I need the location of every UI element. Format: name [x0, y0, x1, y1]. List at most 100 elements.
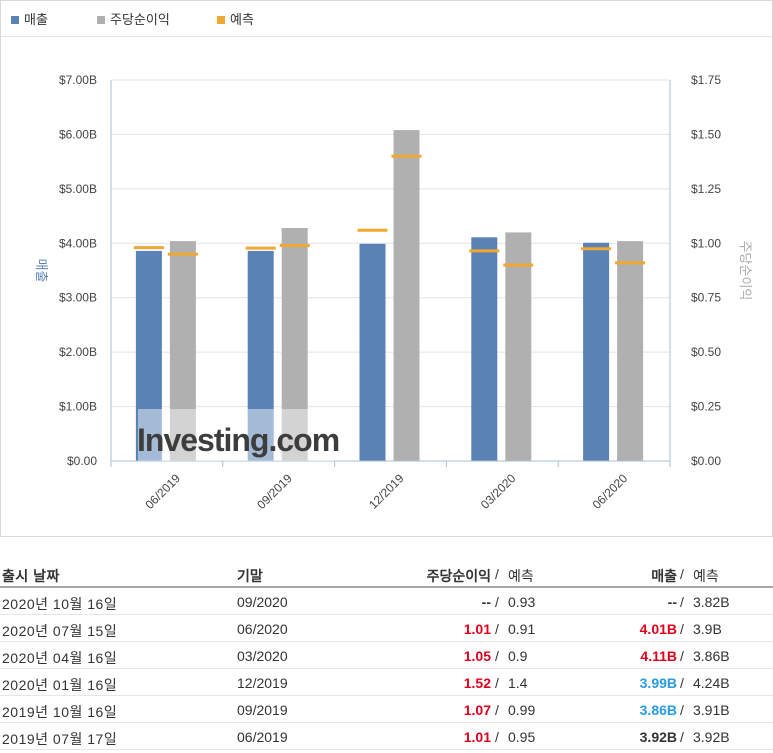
- right-tick-label: $0.50: [691, 345, 721, 359]
- right-tick-label: $0.00: [691, 454, 721, 468]
- legend-label-eps: 주당순이익: [110, 12, 170, 27]
- header-eps-separator: /: [495, 566, 499, 582]
- table-row: 2019년 10월 16일 09/2019 1.07/0.99 3.86B/3.91B: [0, 696, 773, 723]
- cell-release-date: 2020년 04월 16일: [2, 650, 118, 666]
- eps-bar: [281, 228, 308, 461]
- cell-revenue: 3.99B: [639, 675, 677, 691]
- cell-period: 09/2019: [237, 702, 288, 718]
- eps-bar: [393, 130, 420, 461]
- cell-eps: 1.52: [463, 675, 491, 691]
- cell-period: 06/2020: [237, 621, 288, 637]
- cell-period: 12/2019: [237, 675, 288, 691]
- cell-eps-separator: /: [495, 702, 499, 718]
- eps-bar: [505, 232, 532, 461]
- cell-revenue: 3.86B: [639, 702, 677, 718]
- x-tick-label: 06/2020: [590, 471, 631, 512]
- right-tick-label: $0.75: [691, 291, 721, 305]
- cell-eps-forecast: 0.95: [508, 729, 536, 745]
- cell-revenue: 4.11B: [640, 648, 677, 664]
- cell-eps-forecast: 0.9: [508, 648, 528, 664]
- cell-period: 03/2020: [237, 648, 288, 664]
- cell-revenue-forecast: 4.24B: [693, 675, 730, 691]
- right-tick-label: $1.25: [691, 182, 721, 196]
- revenue-bar: [247, 250, 274, 461]
- cell-eps-forecast: 1.4: [508, 675, 528, 691]
- cell-revenue-separator: /: [680, 675, 684, 691]
- cell-release-date: 2020년 07월 15일: [2, 623, 118, 639]
- left-tick-label: $2.00B: [59, 345, 97, 359]
- left-tick-label: $1.00B: [59, 400, 97, 414]
- cell-eps: 1.05: [463, 648, 491, 664]
- right-axis-title: 주당순이익: [738, 241, 753, 301]
- right-tick-label: $0.25: [691, 400, 721, 414]
- left-tick-label: $3.00B: [59, 291, 97, 305]
- cell-release-date: 2019년 10월 16일: [2, 704, 118, 720]
- revenue-bar: [471, 237, 498, 461]
- cell-revenue-separator: /: [680, 621, 684, 637]
- cell-revenue-separator: /: [680, 729, 684, 745]
- header-eps[interactable]: 주당순이익: [426, 568, 491, 584]
- revenue-bar: [135, 250, 162, 461]
- left-tick-label: $0.00: [67, 454, 97, 468]
- legend-swatch-revenue: [11, 16, 19, 24]
- cell-revenue: --: [667, 594, 677, 610]
- cell-eps-separator: /: [495, 621, 499, 637]
- cell-revenue-forecast: 3.86B: [693, 648, 730, 664]
- x-tick-label: 06/2019: [142, 471, 183, 512]
- header-release-date[interactable]: 출시 날짜: [2, 568, 60, 584]
- watermark-backdrop: [138, 409, 334, 461]
- cell-eps-forecast: 0.93: [508, 594, 536, 610]
- chart-panel: 매출 주당순이익 예측 $0.00 $0.00 $1.00B $0.25 $2.00B $…: [0, 0, 773, 537]
- cell-eps: 1.07: [463, 702, 491, 718]
- legend-label-forecast: 예측: [230, 12, 254, 27]
- cell-revenue-separator: /: [680, 648, 684, 664]
- x-tick-label: 12/2019: [366, 471, 407, 512]
- left-tick-label: $7.00B: [59, 73, 97, 87]
- earnings-chart: $0.00 $0.00 $1.00B $0.25 $2.00B $0.50 $3.00B $0…: [34, 73, 753, 512]
- left-tick-label: $4.00B: [59, 236, 97, 250]
- right-tick-label: $1.75: [691, 73, 721, 87]
- cell-eps-forecast: 0.99: [508, 702, 536, 718]
- table-row: 2020년 01월 16일 12/2019 1.52/1.4 3.99B/4.24B: [0, 669, 773, 696]
- legend-swatch-eps: [97, 16, 105, 24]
- cell-eps-separator: /: [495, 594, 499, 610]
- x-tick-label: 03/2020: [478, 471, 519, 512]
- header-revenue-forecast[interactable]: 예측: [693, 568, 719, 584]
- chart-legend: 매출 주당순이익 예측: [1, 1, 772, 37]
- cell-eps: 1.01: [463, 621, 491, 637]
- cell-revenue-forecast: 3.92B: [693, 729, 730, 745]
- header-revenue[interactable]: 매출: [651, 568, 677, 584]
- revenue-bar: [359, 243, 386, 461]
- cell-period: 06/2019: [237, 729, 288, 745]
- watermark-logo: Investing.com: [137, 422, 339, 458]
- cell-eps-separator: /: [495, 648, 499, 664]
- cell-revenue-forecast: 3.9B: [693, 621, 722, 637]
- cell-release-date: 2020년 10월 16일: [2, 596, 118, 612]
- cell-revenue-forecast: 3.91B: [693, 702, 730, 718]
- cell-eps-separator: /: [495, 729, 499, 745]
- right-tick-label: $1.00: [691, 236, 721, 250]
- cell-revenue: 4.01B: [639, 621, 677, 637]
- cell-revenue-separator: /: [680, 594, 684, 610]
- table-row: 2020년 10월 16일 09/2020 --/0.93 --/3.82B: [0, 588, 773, 615]
- cell-eps: --: [481, 594, 491, 610]
- legend-swatch-forecast: [217, 16, 225, 24]
- cell-revenue-forecast: 3.82B: [693, 594, 730, 610]
- header-period[interactable]: 기말: [237, 568, 263, 584]
- table-header: 출시 날짜 기말 주당순이익 / 예측 매출 / 예측: [0, 558, 773, 588]
- earnings-table: 출시 날짜 기말 주당순이익 / 예측 매출 / 예측 2020년 10월 16…: [0, 558, 773, 750]
- table-row: 2020년 04월 16일 03/2020 1.05/0.9 4.11B/3.86B: [0, 642, 773, 669]
- header-eps-forecast[interactable]: 예측: [508, 568, 534, 584]
- table-row: 2020년 07월 15일 06/2020 1.01/0.91 4.01B/3.9B: [0, 615, 773, 642]
- header-revenue-separator: /: [680, 566, 684, 582]
- left-tick-label: $5.00B: [59, 182, 97, 196]
- table-body: 2020년 10월 16일 09/2020 --/0.93 --/3.82B 2020년…: [0, 588, 773, 750]
- cell-eps-separator: /: [495, 675, 499, 691]
- cell-revenue-separator: /: [680, 702, 684, 718]
- eps-bar: [617, 241, 644, 461]
- cell-release-date: 2019년 07월 17일: [2, 731, 118, 747]
- eps-bar: [169, 241, 196, 461]
- right-tick-label: $1.50: [691, 127, 721, 141]
- cell-eps: 1.01: [463, 729, 491, 745]
- legend-label-revenue: 매출: [24, 12, 48, 27]
